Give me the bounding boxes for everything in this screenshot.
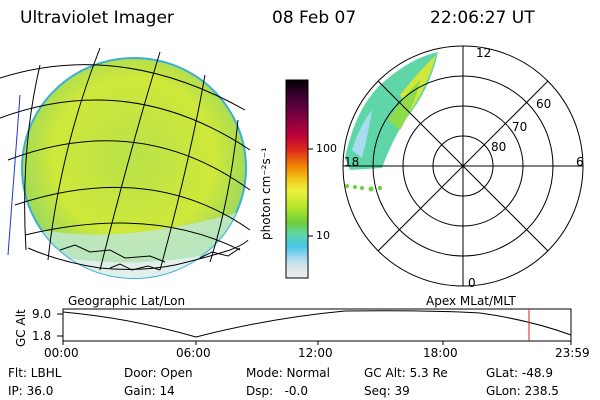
status-mode: Mode: Normal [246, 366, 330, 380]
altitude-curve [62, 310, 572, 338]
timeline-xtick-0600: 06:00 [176, 346, 211, 360]
header-time: 22:06:27 UT [430, 8, 535, 28]
mlt-label-12: 12 [476, 46, 492, 60]
polar-grid [342, 45, 584, 287]
status-glat: GLat: -48.9 [486, 366, 553, 380]
mlat-label-80: 80 [491, 140, 507, 154]
mlt-label-6: 6 [576, 155, 584, 169]
imager-title: Ultraviolet Imager [20, 8, 174, 28]
timeline-ylabel: GC Alt [14, 309, 28, 347]
mlt-label-18: 18 [344, 155, 360, 169]
left-panel-caption: Geographic Lat/Lon [68, 294, 186, 308]
timeline-xtick-1800: 18:00 [423, 346, 458, 360]
status-gc-alt: GC Alt: 5.3 Re [364, 366, 448, 380]
aurora-dots [345, 184, 382, 192]
status-door: Door: Open [124, 366, 193, 380]
colorbar-tick-100: 100 [316, 142, 337, 155]
mlat-label-70: 70 [512, 120, 528, 134]
timeline-xtick-1200: 12:00 [298, 346, 333, 360]
status-glon: GLon: 238.5 [486, 384, 559, 398]
header-date: 08 Feb 07 [272, 8, 357, 28]
coastline [27, 239, 249, 271]
timeline-xtick-2359: 23:59 [555, 346, 590, 360]
mlat-label-60: 60 [536, 97, 552, 111]
mlt-label-0: 0 [468, 276, 476, 290]
status-gain: Gain: 14 [124, 384, 175, 398]
right-panel-caption: Apex MLat/MLT [426, 294, 516, 308]
status-filter: Flt: LBHL [8, 366, 62, 380]
colorbar-tick-10: 10 [316, 229, 330, 242]
timeline-ytick-min: 1.8 [32, 329, 52, 343]
lat-lon-grid [0, 47, 251, 271]
timeline-ytick-max: 9.0 [32, 307, 52, 321]
status-seq: Seq: 39 [364, 384, 410, 398]
status-dsp: Dsp: -0.0 [246, 384, 309, 398]
timeline-xtick-0000: 00:00 [44, 346, 79, 360]
status-ip: IP: 36.0 [8, 384, 54, 398]
